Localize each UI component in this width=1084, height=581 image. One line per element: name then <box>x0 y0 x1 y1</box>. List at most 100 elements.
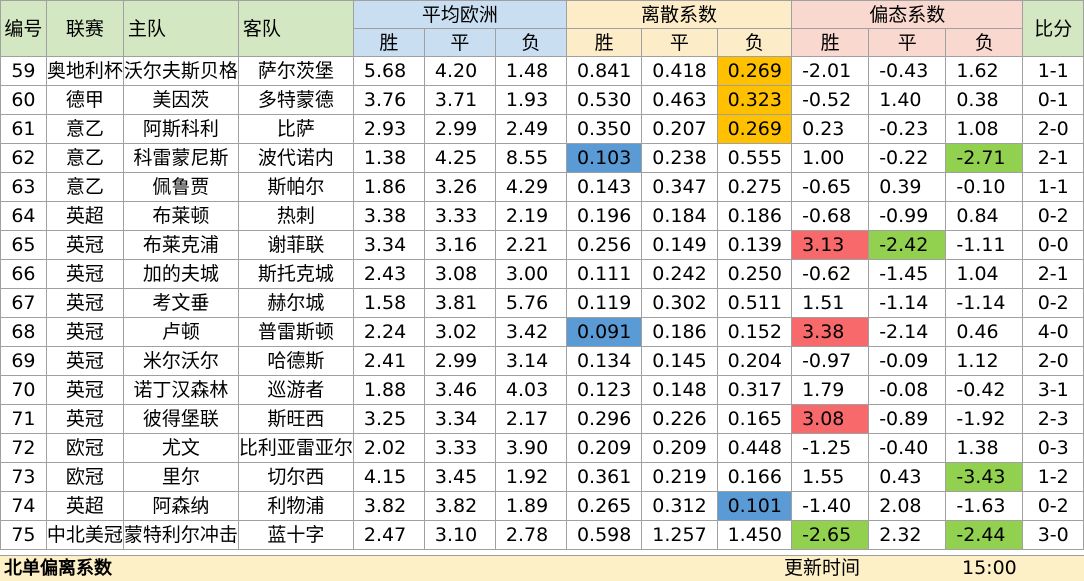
cell-avg-win: 3.38 <box>352 201 425 231</box>
cell-skew-win: 3.38 <box>791 317 870 347</box>
cell-skew-draw: -2.42 <box>868 230 947 260</box>
header-disp-draw: 平 <box>641 28 718 57</box>
cell-skew-win: -2.65 <box>791 520 870 550</box>
table-row: 62 意乙 科雷蒙尼斯 波代诺内 1.38 4.25 8.55 0.103 0.238 0.555… <box>0 143 1084 173</box>
header-group-dispersion: 离散系数 <box>565 0 793 29</box>
cell-skew-loss: 1.62 <box>945 56 1024 86</box>
cell-disp-draw: 0.347 <box>641 172 718 202</box>
cell-skew-loss: 0.38 <box>945 85 1024 115</box>
cell-avg-loss: 5.76 <box>494 288 567 318</box>
cell-avg-loss: 2.49 <box>494 114 567 144</box>
cell-skew-loss: -2.71 <box>945 143 1024 173</box>
cell-skew-loss: 1.04 <box>945 259 1024 289</box>
cell-home: 加的夫城 <box>122 259 239 289</box>
cell-id: 62 <box>0 143 47 173</box>
cell-skew-win: 1.51 <box>791 288 870 318</box>
cell-away: 蓝十字 <box>237 520 354 550</box>
cell-disp-loss: 0.448 <box>716 433 793 463</box>
table-row: 63 意乙 佩鲁贾 斯帕尔 1.86 3.26 4.29 0.143 0.347 0.275 -0.… <box>0 172 1084 202</box>
cell-skew-loss: -0.10 <box>945 172 1024 202</box>
cell-home: 科雷蒙尼斯 <box>122 143 239 173</box>
cell-avg-draw: 4.20 <box>423 56 496 86</box>
cell-league: 德甲 <box>45 85 124 115</box>
cell-skew-draw: 1.40 <box>868 85 947 115</box>
table-row: 61 意乙 阿斯科利 比萨 2.93 2.99 2.49 0.350 0.207 0.269 0.2… <box>0 114 1084 144</box>
cell-league: 英冠 <box>45 375 124 405</box>
cell-score: 1-2 <box>1022 462 1084 492</box>
cell-id: 66 <box>0 259 47 289</box>
cell-disp-draw: 0.149 <box>641 230 718 260</box>
cell-skew-draw: -0.43 <box>868 56 947 86</box>
cell-home: 里尔 <box>122 462 239 492</box>
cell-disp-draw: 0.238 <box>641 143 718 173</box>
cell-away: 利物浦 <box>237 491 354 521</box>
table-row: 65 英冠 布莱克浦 谢菲联 3.34 3.16 2.21 0.256 0.149 0.139 3.… <box>0 230 1084 260</box>
cell-id: 72 <box>0 433 47 463</box>
cell-skew-loss: -1.14 <box>945 288 1024 318</box>
cell-disp-draw: 0.186 <box>641 317 718 347</box>
cell-disp-win: 0.296 <box>565 404 643 434</box>
header-group-avg: 平均欧洲 <box>352 0 567 29</box>
cell-league: 英冠 <box>45 288 124 318</box>
header-disp-loss: 负 <box>716 28 793 57</box>
cell-disp-win: 0.265 <box>565 491 643 521</box>
table-row: 72 欧冠 尤文 比利亚雷亚尔 2.02 3.33 3.90 0.209 0.209 0.448-… <box>0 433 1084 463</box>
cell-avg-loss: 4.29 <box>494 172 567 202</box>
cell-score: 4-0 <box>1022 317 1084 347</box>
cell-away: 多特蒙德 <box>237 85 354 115</box>
cell-home: 布莱克浦 <box>122 230 239 260</box>
cell-home: 蒙特利尔冲击 <box>122 520 239 550</box>
cell-away: 热刺 <box>237 201 354 231</box>
cell-avg-win: 1.88 <box>352 375 425 405</box>
cell-skew-draw: -1.45 <box>868 259 947 289</box>
cell-disp-draw: 0.184 <box>641 201 718 231</box>
cell-avg-win: 2.24 <box>352 317 425 347</box>
table-row: 68 英冠 卢顿 普雷斯顿 2.24 3.02 3.42 0.091 0.186 0.152 3.3… <box>0 317 1084 347</box>
cell-avg-loss: 3.14 <box>494 346 567 376</box>
cell-avg-win: 2.43 <box>352 259 425 289</box>
cell-skew-loss: 0.84 <box>945 201 1024 231</box>
cell-score: 0-2 <box>1022 201 1084 231</box>
cell-score: 3-1 <box>1022 375 1084 405</box>
cell-avg-loss: 8.55 <box>494 143 567 173</box>
cell-score: 1-1 <box>1022 172 1084 202</box>
cell-away: 比利亚雷亚尔 <box>237 433 354 463</box>
cell-skew-draw: 2.08 <box>868 491 947 521</box>
cell-disp-loss: 0.269 <box>716 114 793 144</box>
cell-disp-win: 0.841 <box>565 56 643 86</box>
table-row: 75 中北美冠 蒙特利尔冲击 蓝十字 2.47 3.10 2.78 0.598 1.257 1.4… <box>0 520 1084 550</box>
cell-id: 67 <box>0 288 47 318</box>
cell-skew-draw: -0.08 <box>868 375 947 405</box>
cell-skew-draw: -0.89 <box>868 404 947 434</box>
cell-disp-draw: 0.242 <box>641 259 718 289</box>
cell-skew-draw: 0.43 <box>868 462 947 492</box>
cell-score: 0-1 <box>1022 85 1084 115</box>
cell-skew-win: 3.08 <box>791 404 870 434</box>
cell-id: 70 <box>0 375 47 405</box>
cell-avg-draw: 3.82 <box>423 491 496 521</box>
cell-skew-win: -0.62 <box>791 259 870 289</box>
odds-table: 编号 联赛 主队 客队 平均欧洲 离散系数 偏态系数 比分 胜 平 负 胜 平 … <box>0 0 1084 550</box>
cell-skew-loss: 1.12 <box>945 346 1024 376</box>
cell-disp-win: 0.350 <box>565 114 643 144</box>
cell-disp-loss: 1.450 <box>716 520 793 550</box>
header-skew-win: 胜 <box>791 28 870 57</box>
cell-avg-win: 1.86 <box>352 172 425 202</box>
cell-avg-win: 1.38 <box>352 143 425 173</box>
cell-score: 0-3 <box>1022 433 1084 463</box>
cell-skew-loss: -0.42 <box>945 375 1024 405</box>
cell-id: 69 <box>0 346 47 376</box>
cell-disp-loss: 0.317 <box>716 375 793 405</box>
cell-home: 佩鲁贾 <box>122 172 239 202</box>
cell-league: 中北美冠 <box>45 520 124 550</box>
cell-id: 74 <box>0 491 47 521</box>
cell-disp-win: 0.103 <box>565 143 643 173</box>
cell-away: 切尔西 <box>237 462 354 492</box>
cell-avg-loss: 2.17 <box>494 404 567 434</box>
cell-skew-draw: -2.14 <box>868 317 947 347</box>
cell-skew-loss: 0.46 <box>945 317 1024 347</box>
table-row: 69 英冠 米尔沃尔 哈德斯 2.41 2.99 3.14 0.134 0.145 0.204 -0… <box>0 346 1084 376</box>
cell-avg-draw: 3.71 <box>423 85 496 115</box>
cell-skew-win: 1.55 <box>791 462 870 492</box>
cell-away: 比萨 <box>237 114 354 144</box>
